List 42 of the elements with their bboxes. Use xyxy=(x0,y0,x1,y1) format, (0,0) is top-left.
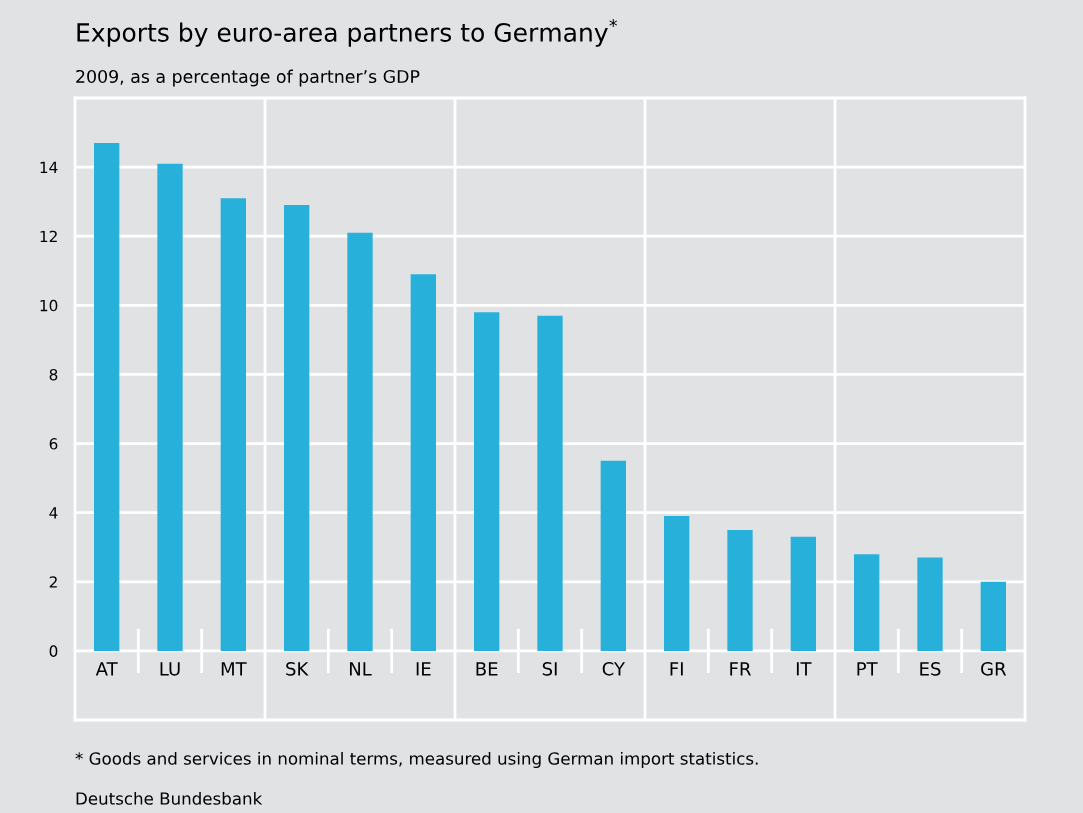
bar xyxy=(980,581,1006,651)
bar xyxy=(410,274,436,651)
bar xyxy=(664,516,690,651)
bar xyxy=(474,312,500,651)
x-tick-label: BE xyxy=(476,662,498,676)
y-tick-label: 10 xyxy=(40,299,58,312)
x-tick-label: SK xyxy=(286,661,309,676)
bar xyxy=(727,529,753,651)
bar xyxy=(537,315,563,651)
text: Deutsche Bundesbank xyxy=(76,791,263,805)
bar xyxy=(157,163,183,651)
text: * Goods and services in nominal terms, measured using German import statistics. xyxy=(75,751,758,769)
chart-subtitle: 2009, as a percentage of partner’s GDP xyxy=(76,69,420,87)
y-tick-label: 14 xyxy=(40,161,58,173)
chart-title: Exports by euro-area partners to Germany$^{*}$ xyxy=(77,19,618,47)
x-tick-label: IT xyxy=(796,662,812,676)
y-tick-label: 8 xyxy=(49,368,58,381)
x-tick-label: CY xyxy=(602,661,626,676)
x-tick-label: MT xyxy=(221,662,247,676)
x-tick-label: NL xyxy=(349,662,372,676)
bar xyxy=(600,460,626,651)
x-tick-label: SI xyxy=(542,661,557,676)
y-tick-label: 6 xyxy=(49,438,58,450)
bar xyxy=(220,198,246,651)
y-tick-label: 0 xyxy=(49,645,58,657)
x-tick-label: PT xyxy=(857,662,878,676)
y-tick-label: 4 xyxy=(49,507,58,519)
bar xyxy=(917,557,943,651)
bar xyxy=(94,142,120,651)
bar xyxy=(790,536,816,651)
x-tick-label: IE xyxy=(416,662,431,676)
bar xyxy=(854,554,880,651)
bar xyxy=(284,205,310,651)
x-tick-label: ES xyxy=(920,661,941,676)
x-tick-label: FR xyxy=(730,662,751,676)
y-tick-label: 2 xyxy=(49,576,57,588)
x-tick-label: FI xyxy=(670,662,683,676)
bar xyxy=(347,232,373,651)
y-tick-label: 12 xyxy=(40,230,57,243)
x-tick-label: AT xyxy=(95,662,118,676)
x-tick-label: LU xyxy=(160,662,180,676)
x-tick-label: GR xyxy=(981,661,1007,676)
